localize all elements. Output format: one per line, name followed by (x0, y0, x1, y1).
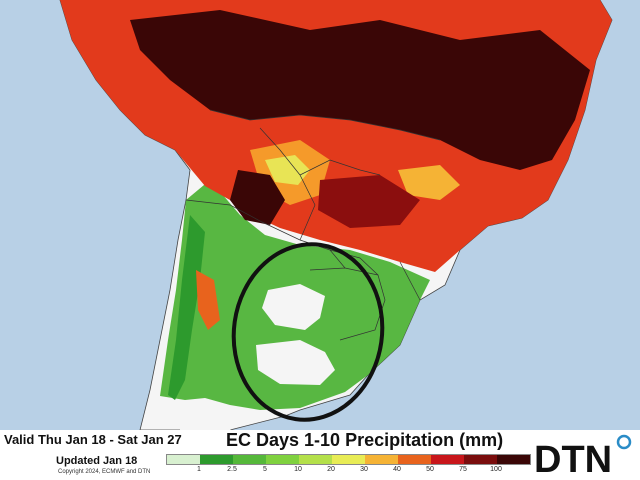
precip-band-dark (230, 170, 285, 225)
map-title: EC Days 1-10 Precipitation (mm) (226, 430, 504, 450)
scale-label: 5 (263, 466, 267, 473)
scale-label: 40 (393, 466, 401, 473)
updated-date: Updated Jan 18 (56, 455, 138, 467)
scale-swatch (332, 455, 365, 464)
precip-coast-chile (168, 215, 205, 400)
scale-swatch (398, 455, 431, 464)
color-scale-labels: 1 2.5 5 10 20 30 40 50 75 100 (166, 466, 526, 476)
precip-band-yellow (265, 155, 310, 185)
precip-light-patch (262, 284, 325, 330)
scale-label: 1 (197, 466, 201, 473)
logo-dot-icon (616, 434, 632, 450)
scale-label: 10 (294, 466, 302, 473)
scale-swatch (464, 455, 497, 464)
color-scale-bar (166, 454, 531, 465)
dtn-logo: DTN (534, 434, 632, 478)
highlight-ring (231, 242, 385, 422)
scale-swatch (266, 455, 299, 464)
precip-light-patch (256, 340, 335, 385)
scale-swatch (299, 455, 332, 464)
scale-label: 30 (360, 466, 368, 473)
scale-swatch (497, 455, 530, 464)
map-canvas (0, 0, 640, 430)
scale-swatch (233, 455, 266, 464)
scale-swatch (431, 455, 464, 464)
scale-label: 2.5 (227, 466, 237, 473)
precip-band-maroon (318, 175, 420, 228)
scale-label: 20 (327, 466, 335, 473)
precip-light-patch (180, 408, 245, 430)
scale-label: 50 (426, 466, 434, 473)
scale-label: 100 (490, 466, 502, 473)
map-footer: Valid Thu Jan 18 - Sat Jan 27 Updated Ja… (0, 430, 640, 480)
precip-coast-chile-heavy (196, 270, 220, 330)
scale-swatch (365, 455, 398, 464)
valid-period: Valid Thu Jan 18 - Sat Jan 27 (4, 432, 182, 447)
scale-label: 75 (459, 466, 467, 473)
precipitation-map (0, 0, 640, 430)
country-borders (185, 109, 441, 341)
precip-band-dark (130, 10, 590, 170)
copyright-note: Copyright 2024, ECMWF and DTN (58, 469, 151, 475)
scale-swatch (167, 455, 200, 464)
dtn-logo-text: DTN (534, 439, 612, 478)
precip-band-orange (398, 165, 460, 200)
scale-swatch (200, 455, 233, 464)
